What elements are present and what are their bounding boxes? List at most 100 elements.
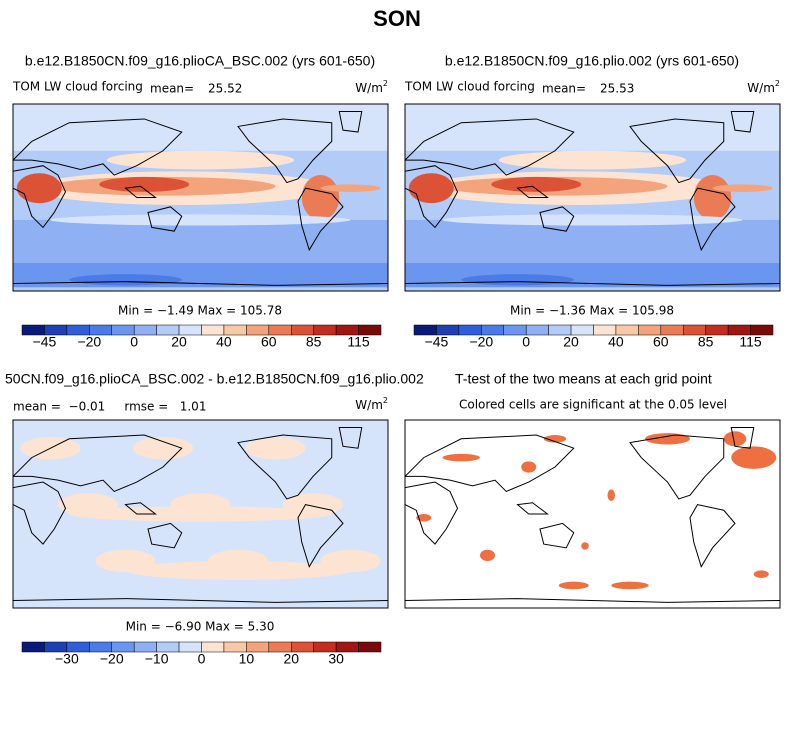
colorbar-label: 60 xyxy=(261,334,277,350)
coastline xyxy=(13,598,388,603)
units-sup: 2 xyxy=(383,396,388,405)
contour xyxy=(69,274,182,286)
coastline xyxy=(539,522,575,549)
colorbar-label: 0 xyxy=(522,334,530,350)
coastline xyxy=(516,185,550,198)
units-sup: 2 xyxy=(775,79,780,88)
mean-label: mean= xyxy=(150,82,194,96)
map-frame xyxy=(404,419,781,609)
coastline xyxy=(13,165,67,229)
contour xyxy=(712,184,773,192)
contour xyxy=(13,104,388,151)
units: W/m2 xyxy=(355,79,388,95)
coastline xyxy=(405,434,575,493)
colorbar-label: 60 xyxy=(653,334,669,350)
colorbar-label: 20 xyxy=(283,651,299,667)
colorbar-label: 0 xyxy=(130,334,138,350)
variable: TOM LW cloud forcing xyxy=(12,80,143,94)
contour xyxy=(405,104,780,151)
contour xyxy=(607,489,615,501)
panel-title: T-test of the two means at each grid poi… xyxy=(455,371,712,387)
colorbar-label: −20 xyxy=(100,651,124,667)
colorbar-label: −20 xyxy=(469,334,493,350)
coastline xyxy=(13,481,67,545)
map-frame xyxy=(404,103,781,292)
contour xyxy=(99,176,190,192)
variable: TOM LW cloud forcing xyxy=(404,80,535,94)
contour xyxy=(581,542,589,550)
contour xyxy=(125,561,351,580)
contour xyxy=(442,214,743,226)
colorbar-label: 0 xyxy=(198,651,206,667)
coastline xyxy=(730,427,755,449)
colorbar-label: 85 xyxy=(306,334,322,350)
coastline xyxy=(539,206,575,232)
contour xyxy=(405,420,780,608)
coastline xyxy=(13,434,183,493)
coastline xyxy=(405,165,459,229)
coastline xyxy=(297,504,344,568)
contour xyxy=(693,175,732,220)
contour xyxy=(133,436,193,460)
mean: 25.52 xyxy=(208,82,242,96)
min-max: Min = −6.90 Max = 5.30 xyxy=(126,620,275,634)
panel-title: b.e12.B1850CN.f09_g16.plio.002 (yrs 601-… xyxy=(445,53,739,69)
coastline xyxy=(689,187,736,252)
map-field xyxy=(13,420,388,608)
units: W/m2 xyxy=(747,79,780,95)
coastline xyxy=(405,598,780,603)
colorbar-label: 20 xyxy=(171,334,187,350)
contour xyxy=(301,175,340,220)
contour xyxy=(106,150,295,170)
coastline xyxy=(124,502,157,515)
map-field xyxy=(405,104,780,291)
colorbar-label: −20 xyxy=(77,334,101,350)
colorbar-cell xyxy=(21,641,45,653)
units-base: W/m xyxy=(355,398,383,412)
coastline xyxy=(629,118,725,184)
min-max: Min = −1.36 Max = 105.98 xyxy=(510,304,674,318)
colorbar-label: 10 xyxy=(239,651,255,667)
min-max: Min = −1.49 Max = 105.78 xyxy=(118,304,282,318)
units-base: W/m xyxy=(747,81,775,95)
contour xyxy=(320,184,381,192)
contour xyxy=(723,431,747,447)
colorbar-label: 20 xyxy=(563,334,579,350)
coastline xyxy=(297,187,344,252)
colorbar-cell xyxy=(358,641,382,653)
coastline xyxy=(237,118,333,184)
colorbar-label: −45 xyxy=(425,334,449,350)
colorbar-cell xyxy=(750,324,774,336)
contour xyxy=(245,436,306,460)
coastline xyxy=(689,504,736,568)
contour xyxy=(16,173,62,204)
coastline xyxy=(338,427,363,449)
colorbar-label: 85 xyxy=(698,334,714,350)
stats: mean = −0.01 rmse = 1.01 xyxy=(13,400,206,414)
contour xyxy=(408,173,454,204)
coastline xyxy=(13,281,388,286)
panel-title: b.e12.B1850CN.f09_g16.plioCA_BSC.002 (yr… xyxy=(25,53,375,69)
coastline xyxy=(124,185,158,198)
map xyxy=(404,419,781,609)
contour xyxy=(558,581,589,590)
colorbar-label: 30 xyxy=(328,651,344,667)
contour xyxy=(50,214,351,226)
coastline xyxy=(237,434,333,500)
map xyxy=(12,419,389,609)
coastline xyxy=(516,502,549,515)
units: W/m2 xyxy=(355,396,388,412)
colorbar-label: 40 xyxy=(608,334,624,350)
contour xyxy=(416,514,432,522)
mean-label: mean= xyxy=(542,82,586,96)
colorbar-label: 115 xyxy=(739,334,762,350)
colorbar-label: −45 xyxy=(33,334,57,350)
coastline xyxy=(405,481,459,545)
coastline xyxy=(338,110,363,133)
contour xyxy=(498,150,687,170)
map xyxy=(12,103,389,292)
contour xyxy=(491,176,582,192)
coastline xyxy=(147,206,183,232)
colorbar-label: 115 xyxy=(347,334,370,350)
